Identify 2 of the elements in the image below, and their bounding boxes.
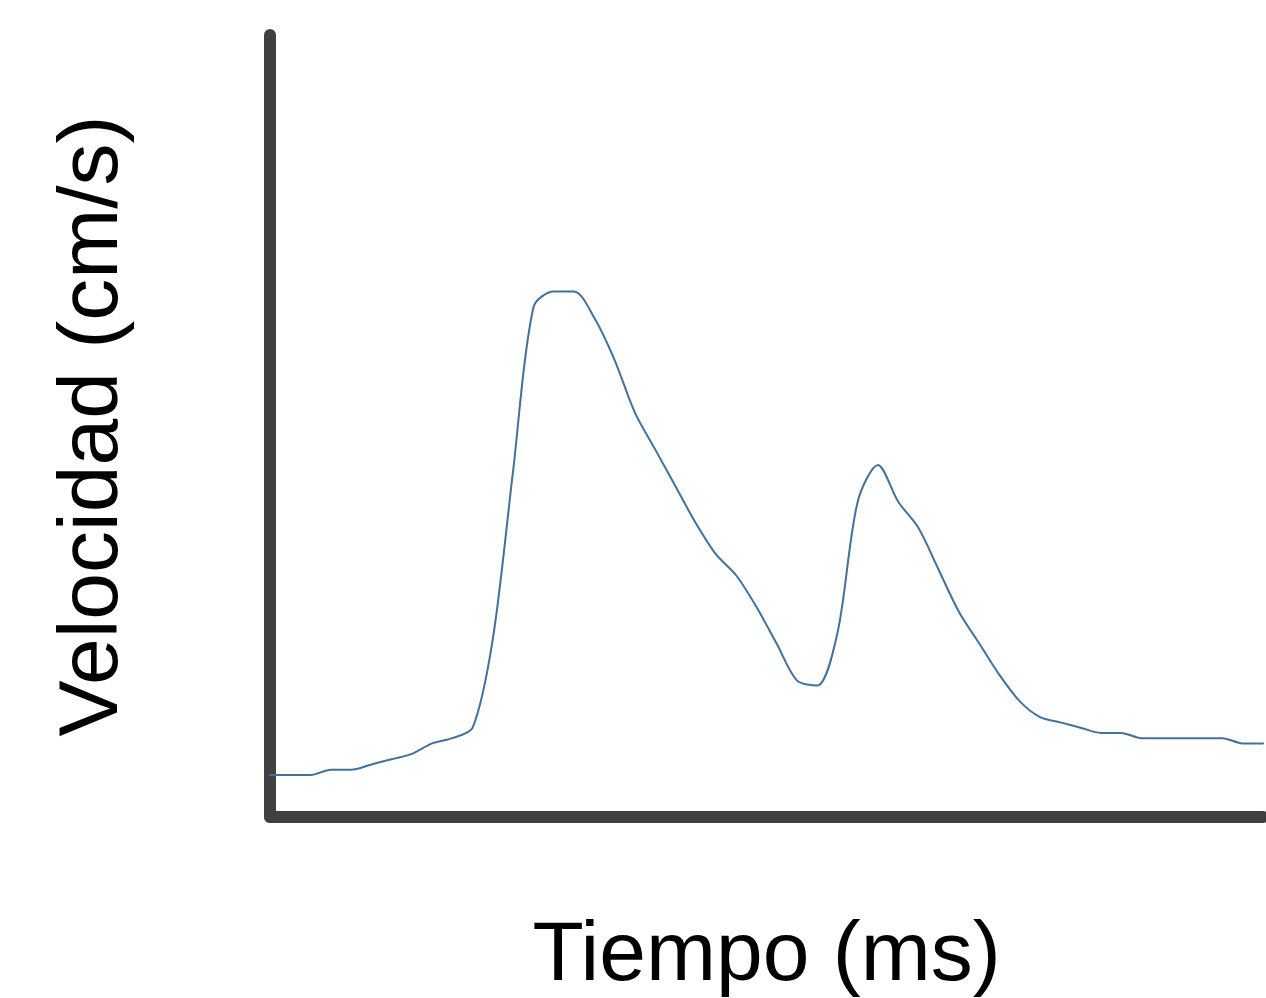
x-axis-title: Tiempo (ms) bbox=[532, 904, 1001, 998]
y-axis-title: Velocidad (cm/s) bbox=[41, 115, 135, 737]
